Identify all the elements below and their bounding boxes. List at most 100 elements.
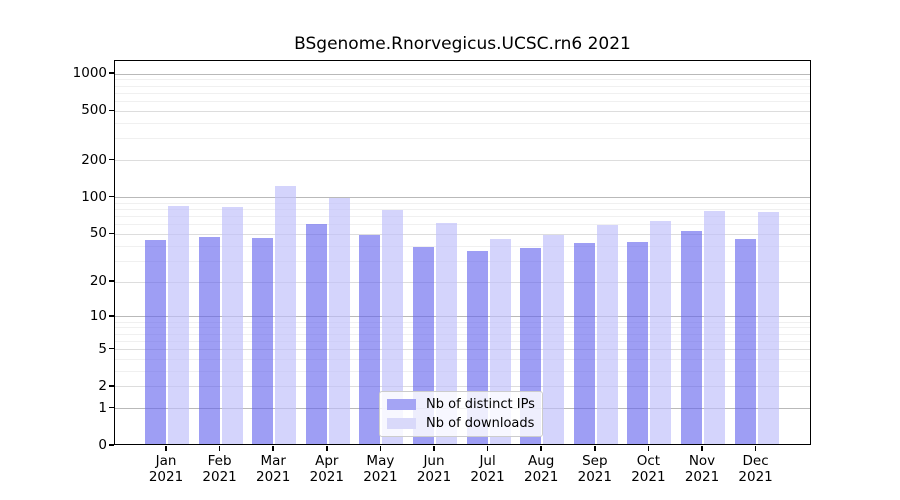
legend-item-downloads: Nb of downloads xyxy=(387,416,535,431)
minor-gridline-6 xyxy=(115,340,810,342)
minor-gridline-3 xyxy=(115,370,810,372)
x-tick-mark-sep xyxy=(594,445,596,451)
x-tick-label-aug: Aug 2021 xyxy=(524,453,558,485)
x-tick-year: 2021 xyxy=(631,469,666,485)
y-tick-mark-1 xyxy=(108,406,114,409)
minor-gridline-800 xyxy=(115,85,810,87)
x-tick-month: May xyxy=(366,453,395,469)
legend: Nb of distinct IPs Nb of downloads xyxy=(379,391,543,437)
minor-gridline-30 xyxy=(115,260,810,262)
x-tick-month: Jun xyxy=(423,453,445,469)
x-tick-year: 2021 xyxy=(684,469,720,485)
x-tick-label-feb: Feb 2021 xyxy=(202,453,236,485)
y-tick-label-200: 200 xyxy=(81,151,107,168)
x-tick-label-jul: Jul 2021 xyxy=(470,453,504,485)
x-tick-year: 2021 xyxy=(202,469,237,485)
y-tick-label-20: 20 xyxy=(89,273,107,290)
y-tick-label-100: 100 xyxy=(81,188,107,205)
y-tick-label-50: 50 xyxy=(89,225,107,242)
x-tick-mark-jan xyxy=(165,445,167,451)
minor-gridline-300 xyxy=(115,138,810,140)
plot-area: Nb of distinct IPs Nb of downloads xyxy=(114,60,811,445)
x-tick-label-mar: Mar 2021 xyxy=(256,453,290,485)
x-tick-mark-oct xyxy=(647,445,650,451)
x-tick-month: Mar xyxy=(260,453,286,469)
x-tick-mark-jul xyxy=(486,445,489,451)
x-tick-month: Jan xyxy=(155,453,177,469)
y-tick-mark-0 xyxy=(108,444,114,446)
major-gridline-10 xyxy=(115,316,810,318)
x-tick-year: 2021 xyxy=(738,469,773,485)
x-tick-year: 2021 xyxy=(524,469,559,485)
legend-item-distinct-ips: Nb of distinct IPs xyxy=(387,397,535,412)
x-tick-year: 2021 xyxy=(470,469,505,485)
bar-downloads-apr xyxy=(328,198,350,444)
minor-gridline-70 xyxy=(115,216,810,218)
minor-gridline-900 xyxy=(115,79,810,81)
x-tick-mark-dec xyxy=(754,445,757,451)
minor-gridline-700 xyxy=(115,92,810,94)
x-tick-label-jun: Jun 2021 xyxy=(417,453,451,485)
sub-gridline-200 xyxy=(115,160,810,162)
minor-gridline-90 xyxy=(115,202,810,204)
x-tick-month: Nov xyxy=(688,453,716,469)
y-tick-mark-500 xyxy=(108,109,114,112)
bar-downloads-nov xyxy=(704,210,725,444)
bar-distinct-ips-jan xyxy=(145,240,166,444)
y-tick-mark-200 xyxy=(108,158,114,161)
x-tick-month: Oct xyxy=(636,453,661,469)
minor-gridline-4 xyxy=(115,358,810,360)
x-tick-label-sep: Sep 2021 xyxy=(578,453,612,485)
x-tick-month: Dec xyxy=(742,453,769,469)
bar-distinct-ips-may xyxy=(359,234,381,444)
y-tick-label-10: 10 xyxy=(89,307,107,324)
sub-gridline-50 xyxy=(115,233,810,235)
minor-gridline-7 xyxy=(115,333,810,335)
bar-downloads-oct xyxy=(650,220,672,444)
x-tick-mark-mar xyxy=(272,445,274,451)
y-tick-label-0: 0 xyxy=(98,437,107,453)
bar-distinct-ips-apr xyxy=(305,223,327,444)
y-tick-label-1000: 1000 xyxy=(72,65,107,82)
bar-distinct-ips-dec xyxy=(734,239,756,444)
legend-label-downloads: Nb of downloads xyxy=(426,416,535,431)
x-tick-label-dec: Dec 2021 xyxy=(738,453,772,485)
y-tick-mark-1000 xyxy=(108,72,114,74)
legend-label-distinct-ips: Nb of distinct IPs xyxy=(426,397,535,412)
minor-gridline-80 xyxy=(115,208,810,210)
x-tick-mark-nov xyxy=(701,445,703,451)
x-tick-mark-may xyxy=(379,445,382,451)
x-tick-year: 2021 xyxy=(256,469,291,485)
x-tick-month: Feb xyxy=(207,453,232,469)
x-tick-label-jan: Jan 2021 xyxy=(149,453,183,485)
sub-gridline-2 xyxy=(115,386,810,388)
y-tick-label-500: 500 xyxy=(81,102,107,119)
sub-gridline-20 xyxy=(115,281,810,283)
x-tick-mark-aug xyxy=(540,445,542,451)
bar-distinct-ips-nov xyxy=(681,231,702,444)
x-tick-year: 2021 xyxy=(416,469,452,485)
x-tick-year: 2021 xyxy=(577,469,612,485)
bar-downloads-sep xyxy=(596,224,618,444)
major-gridline-100 xyxy=(115,197,810,199)
x-tick-year: 2021 xyxy=(363,469,398,485)
y-tick-mark-10 xyxy=(108,315,114,317)
x-tick-mark-jun xyxy=(433,445,435,451)
minor-gridline-40 xyxy=(115,245,810,247)
y-tick-label-5: 5 xyxy=(98,340,107,357)
x-tick-month: Apr xyxy=(315,453,339,469)
minor-gridline-60 xyxy=(115,224,810,226)
y-tick-label-2: 2 xyxy=(98,377,107,394)
bar-downloads-dec xyxy=(757,212,779,444)
bar-downloads-may xyxy=(382,210,404,444)
x-tick-month: Sep xyxy=(582,453,608,469)
minor-gridline-8 xyxy=(115,327,810,329)
x-tick-label-oct: Oct 2021 xyxy=(631,453,665,485)
x-tick-year: 2021 xyxy=(148,469,184,485)
x-tick-mark-feb xyxy=(218,445,221,451)
bar-downloads-aug xyxy=(543,234,565,444)
legend-swatch-distinct-ips xyxy=(387,399,416,410)
x-tick-label-nov: Nov 2021 xyxy=(685,453,719,485)
sub-gridline-500 xyxy=(115,110,810,112)
y-tick-mark-2 xyxy=(108,385,114,387)
